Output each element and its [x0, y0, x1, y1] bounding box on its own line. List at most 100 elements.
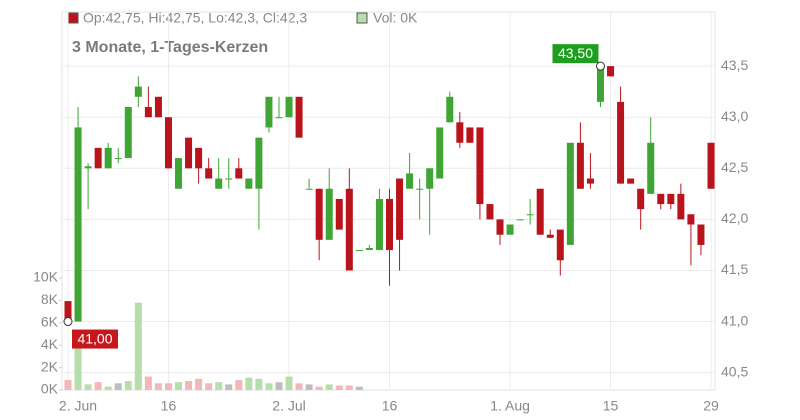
candle-body — [446, 96, 454, 123]
volume-tick-label: 0K — [41, 381, 59, 397]
candle-body — [215, 178, 223, 189]
volume-bar — [325, 384, 333, 390]
candle-body — [576, 142, 584, 189]
candle-body — [657, 193, 665, 205]
candle-body — [205, 168, 213, 179]
candle-body — [345, 188, 353, 271]
annotation-label: 43,50 — [558, 45, 593, 61]
candle-body — [677, 193, 685, 220]
candle-body — [175, 158, 183, 189]
volume-bar — [124, 381, 132, 390]
legend-ohlc: Op:42,75, Hi:42,75, Lo:42,3, Cl:42,3 — [83, 10, 307, 26]
candle-body — [536, 188, 544, 235]
candle-body — [546, 234, 554, 238]
x-tick-label: 16 — [161, 398, 177, 414]
x-tick-label: 2. Jul — [272, 398, 305, 414]
legend-volume: Vol: 0K — [373, 10, 418, 26]
candle-body — [164, 117, 172, 169]
candle-body — [154, 96, 162, 118]
candle-body — [456, 122, 464, 143]
volume-tick-label: 8K — [41, 291, 59, 307]
volume-tick-label: 2K — [41, 358, 59, 374]
volume-tick-label: 4K — [41, 336, 59, 352]
candle-body — [476, 127, 484, 205]
x-tick-label: 16 — [382, 398, 398, 414]
annotation-label: 41,00 — [77, 330, 112, 346]
candle-body — [64, 301, 72, 322]
candle-body — [556, 229, 564, 261]
volume-bar — [245, 377, 253, 390]
candle-body — [436, 127, 444, 179]
volume-tick-label: 10K — [33, 269, 59, 285]
volume-bar — [315, 386, 323, 390]
candle-body — [185, 137, 193, 169]
candle-body — [627, 178, 635, 184]
candle-body — [566, 142, 574, 245]
candle-body — [114, 158, 122, 160]
y-tick-label: 43,5 — [721, 57, 748, 73]
candle-body — [104, 147, 112, 169]
volume-bar — [345, 385, 353, 390]
candle-body — [496, 219, 504, 235]
x-tick-label: 2. Jun — [59, 398, 97, 414]
candle-body — [596, 66, 604, 102]
candle-body — [416, 188, 424, 190]
y-tick-label: 41,5 — [721, 261, 748, 277]
candle-body — [707, 142, 715, 189]
x-tick-label: 1. Aug — [490, 398, 530, 414]
volume-bar — [285, 376, 293, 390]
candle-body — [506, 224, 514, 235]
candle-body — [325, 188, 333, 240]
candle-body — [486, 204, 494, 220]
candle-body — [255, 137, 263, 189]
annotation-marker — [595, 61, 605, 71]
volume-bar — [175, 382, 183, 390]
plot-frame — [61, 11, 716, 391]
volume-tick-label: 6K — [41, 314, 59, 330]
candle-body — [315, 188, 323, 240]
volume-bar — [355, 386, 363, 390]
volume-bar — [275, 382, 283, 390]
candle-body — [607, 66, 615, 77]
annotation-box — [552, 44, 599, 64]
candle-body — [516, 219, 524, 221]
y-tick-label: 42,5 — [721, 159, 748, 175]
candle-body — [667, 193, 675, 205]
candle-body — [295, 96, 303, 138]
candle-body — [195, 147, 203, 169]
legend-volume-swatch — [356, 12, 368, 24]
volume-bar — [134, 302, 142, 390]
candle-body — [275, 117, 283, 119]
volume-bar — [235, 379, 243, 390]
candle-body — [355, 250, 363, 252]
candle-body — [335, 198, 343, 230]
volume-bar — [215, 382, 223, 390]
candle-body — [617, 101, 625, 184]
candle-body — [406, 173, 414, 189]
candle-body — [245, 178, 253, 189]
volume-bar — [265, 383, 273, 390]
volume-bar — [195, 378, 203, 390]
volume-bar — [185, 381, 193, 390]
volume-bar — [144, 376, 152, 390]
candle-body — [84, 166, 92, 169]
candle-body — [586, 178, 594, 184]
candle-body — [637, 188, 645, 210]
legend-ohlc-swatch — [67, 12, 79, 24]
volume-bar — [154, 383, 162, 390]
candle-body — [526, 214, 534, 216]
volume-bar — [114, 383, 122, 390]
volume-bar — [84, 384, 92, 390]
volume-bar — [205, 383, 213, 390]
candle-body — [74, 127, 82, 322]
candle-body — [225, 178, 233, 180]
annotation-marker — [63, 317, 73, 327]
y-tick-label: 40,5 — [721, 363, 748, 379]
x-tick-label: 15 — [603, 398, 619, 414]
candle-body — [365, 247, 373, 251]
candle-body — [124, 107, 132, 159]
subtitle: 3 Monate, 1-Tages-Kerzen — [72, 39, 268, 56]
candle-body — [697, 224, 705, 245]
candle-body — [235, 168, 243, 179]
